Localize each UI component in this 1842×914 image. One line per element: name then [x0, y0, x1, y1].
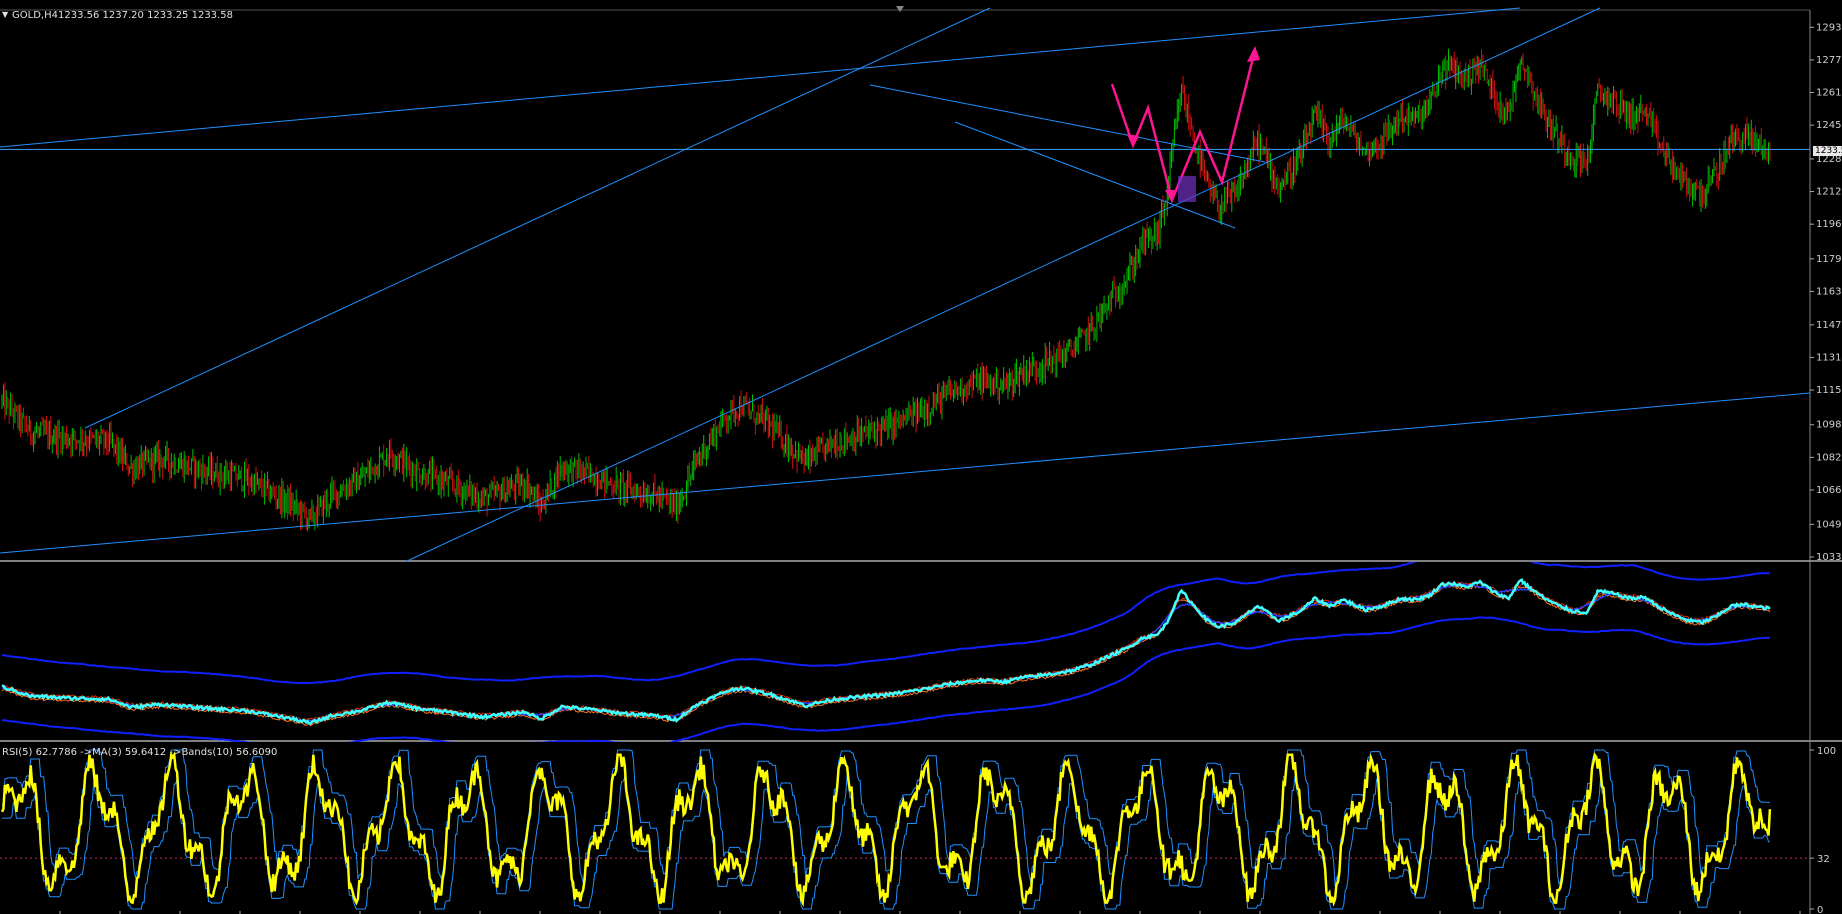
- cyan-oscillator-line: [1, 577, 1771, 726]
- price-tick-label: 1261.5: [1816, 88, 1842, 99]
- upper-channel-line: [0, 7, 1521, 148]
- mid-band-line: [1, 583, 1771, 722]
- falling-wedge-lower-line: [954, 121, 1236, 229]
- price-tick-label: 1115.5: [1816, 385, 1842, 396]
- orange-ma-line: [1, 584, 1771, 727]
- price-tick-label: 1082.5: [1816, 452, 1842, 463]
- lower-band-line: [2, 616, 1770, 742]
- main-price-pane[interactable]: 1293.5 1277.5 1261.5 1245.5 1228.9 1212.9 1196…: [0, 0, 1842, 562]
- price-tick-label: 1066.5: [1816, 485, 1842, 496]
- oscillator-chart[interactable]: [0, 562, 1842, 742]
- rsi-pane[interactable]: 100 32 0 RSI(5) 62.7786 ->MA(3) 59.6412 ->…: [0, 742, 1842, 914]
- price-tick-label: 1179.9: [1816, 254, 1842, 265]
- projection-arrowhead-icon: [1165, 190, 1177, 203]
- red-ma-line: [1, 581, 1771, 722]
- rising-channel-lower-line: [404, 7, 1601, 562]
- price-tick-label: 1033.6: [1816, 552, 1842, 562]
- lower-channel-line: [0, 392, 1811, 554]
- rsi-chart[interactable]: 100 32 0: [0, 742, 1842, 914]
- falling-wedge-upper-line: [869, 84, 1266, 163]
- rsi-tick-label: 32: [1817, 854, 1830, 865]
- current-price-tag: 1233.58: [1813, 146, 1842, 156]
- rsi-lower-band-line: [2, 774, 1770, 910]
- price-tick-label: 1228.9: [1816, 154, 1842, 165]
- upper-band-line: [2, 562, 1770, 685]
- price-tick-label: 1293.5: [1816, 22, 1842, 33]
- price-tick-label: 1098.5: [1816, 420, 1842, 431]
- projection-arrowhead-icon: [1247, 46, 1260, 62]
- price-tick-label: 1131.5: [1816, 352, 1842, 363]
- price-tick-label: 1147.5: [1816, 320, 1842, 331]
- price-tick-label: 1163.9: [1816, 286, 1842, 297]
- price-tick-label: 1196.9: [1816, 219, 1842, 230]
- rising-channel-upper-line: [84, 7, 991, 429]
- rsi-tick-label: 100: [1817, 746, 1836, 757]
- main-price-chart[interactable]: 1293.5 1277.5 1261.5 1245.5 1228.9 1212.9 1196…: [0, 0, 1842, 562]
- price-tick-label: 1245.5: [1816, 120, 1842, 131]
- price-tick-label: 1212.9: [1816, 187, 1842, 198]
- shift-marker-icon: [896, 6, 904, 12]
- price-tick-label: 1277.5: [1816, 55, 1842, 66]
- ohlc-readout: 1233.56 1237.20 1233.25 1233.58: [58, 10, 233, 21]
- symbol-label: GOLD,H4: [12, 10, 58, 21]
- price-tick-label: 1049.6: [1816, 519, 1842, 530]
- rsi-label: RSI(5) 62.7786 ->MA(3) 59.6412 ->Bands(1…: [2, 747, 278, 758]
- projection-arrowhead-icon: [1127, 134, 1139, 148]
- rsi-upper-band-line: [1, 749, 1771, 887]
- collapse-arrow-icon[interactable]: ▼: [2, 10, 9, 19]
- oscillator-pane[interactable]: [0, 562, 1842, 742]
- target-zone-box: [1178, 176, 1196, 202]
- rsi-tick-label: 0: [1817, 905, 1823, 914]
- rsi-line: [0, 750, 1772, 908]
